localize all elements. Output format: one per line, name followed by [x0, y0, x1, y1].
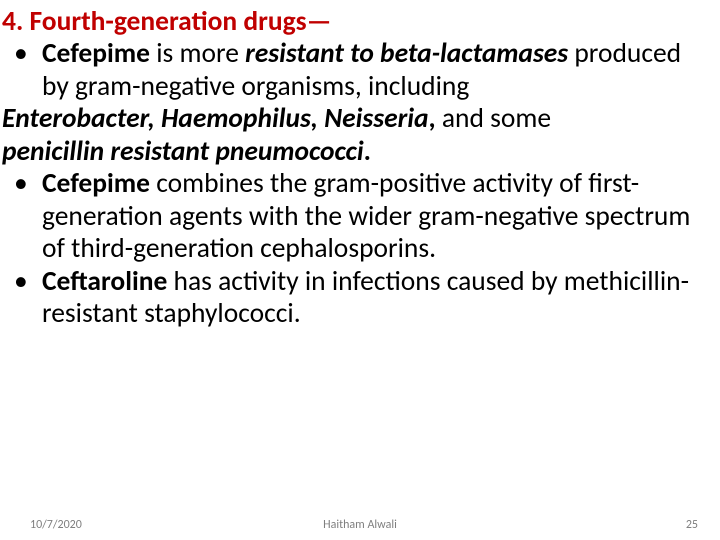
heading-dash: —: [307, 5, 332, 38]
heading-text: 4. Fourth-generation drugs: [2, 5, 307, 38]
slide-footer: 10/7/2020 Haitham Alwali 25: [0, 514, 720, 532]
text: penicillin resistant pneumococci: [2, 135, 364, 168]
bullet-1-cont-2: penicillin resistant pneumococci.: [2, 136, 708, 168]
text: Cefepime: [42, 37, 150, 70]
text: is more: [150, 37, 245, 70]
slide: 4. Fourth-generation drugs— Cefepime is …: [0, 0, 720, 540]
text: Ceftaroline: [42, 265, 167, 298]
bullet-3: Ceftaroline has activity in infections c…: [2, 266, 708, 331]
text: and some: [442, 102, 551, 135]
footer-author: Haitham Alwali: [0, 518, 720, 532]
text: Enterobacter, Haemophilus, Neisseria: [2, 102, 429, 135]
text: .: [364, 135, 371, 168]
bullet-1-cont-1: Enterobacter, Haemophilus, Neisseria, an…: [2, 103, 708, 135]
text: ,: [429, 102, 442, 135]
text: resistant to beta-lactamases: [245, 37, 568, 70]
footer-page: 25: [686, 518, 698, 532]
slide-content: 4. Fourth-generation drugs— Cefepime is …: [2, 6, 708, 330]
bullet-2: Cefepime combines the gram-positive acti…: [2, 168, 708, 265]
slide-heading: 4. Fourth-generation drugs—: [2, 6, 708, 38]
bullet-1: Cefepime is more resistant to beta-lacta…: [2, 38, 708, 103]
text: Cefepime: [42, 167, 150, 200]
